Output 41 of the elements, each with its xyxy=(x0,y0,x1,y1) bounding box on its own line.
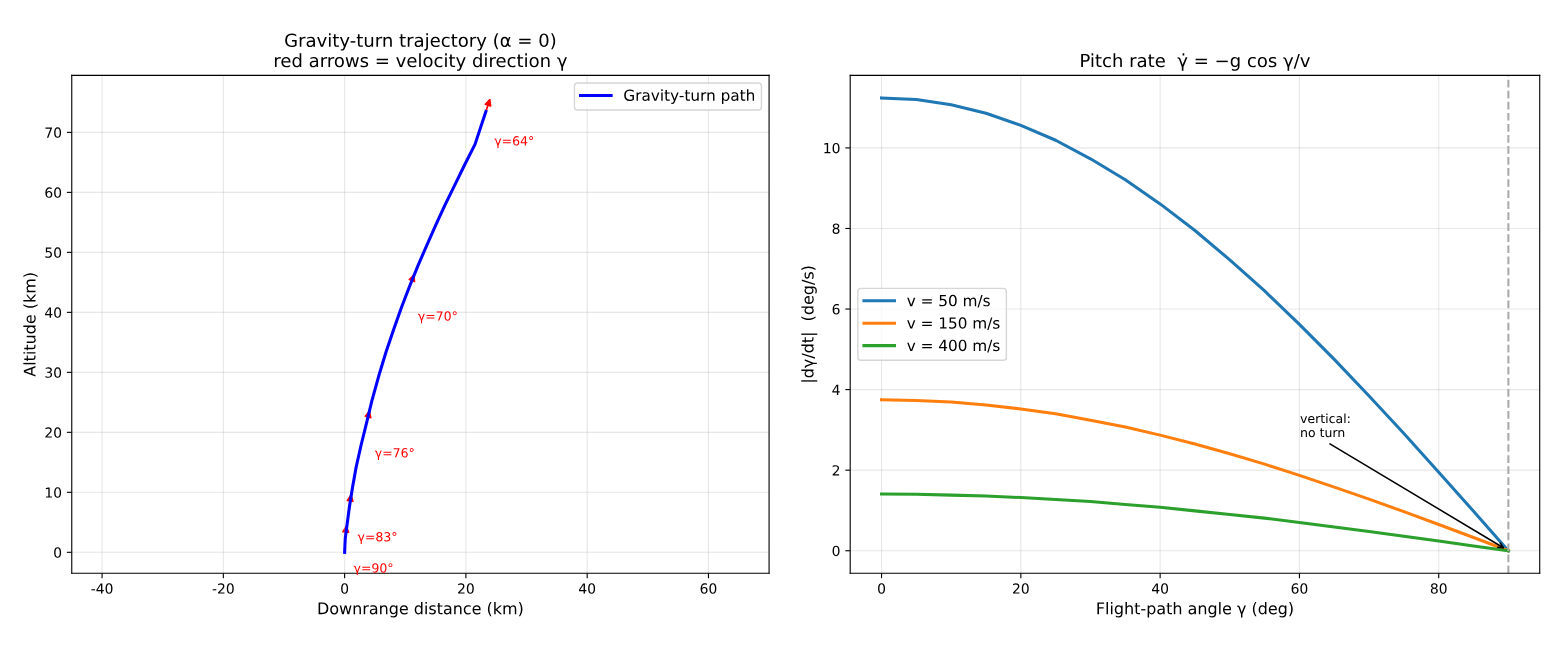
y-tick-label: 4 xyxy=(832,384,840,395)
x-tick-label: 0 xyxy=(878,583,886,594)
y-tick-label: 0 xyxy=(832,545,840,557)
x-axis-title: Downrange distance (km) xyxy=(318,602,523,618)
legend-label: v = 50 m/s xyxy=(907,294,990,308)
y-tick-label: 6 xyxy=(832,304,840,315)
legend-label: v = 150 m/s xyxy=(907,317,1000,330)
x-axis-title: Flight-path angle γ (deg) xyxy=(1097,602,1293,618)
y-tick-label: 60 xyxy=(45,187,62,198)
y-tick-label: 70 xyxy=(45,127,62,138)
chart-title: Pitch rate γ̇ = −g cos γ/v xyxy=(1081,53,1310,71)
y-tick-label: 0 xyxy=(54,547,62,558)
x-tick-label: 60 xyxy=(700,583,717,594)
y-axis-title: Altitude (km) xyxy=(23,273,38,377)
x-tick-label: 40 xyxy=(1151,583,1169,594)
annotation: γ=64° xyxy=(494,136,534,148)
legend-label: v = 400 m/s xyxy=(907,339,1000,353)
annotation: γ=83° xyxy=(357,532,397,544)
annotation: vertical: no turn xyxy=(1300,413,1350,438)
y-tick-label: 10 xyxy=(824,142,840,154)
x-tick-label: 60 xyxy=(1291,583,1308,594)
x-tick-label: 0 xyxy=(341,583,349,594)
annotation: γ=70° xyxy=(418,311,457,324)
y-tick-label: 8 xyxy=(832,223,840,234)
y-tick-label: 2 xyxy=(832,465,840,476)
x-tick-label: -20 xyxy=(212,583,234,594)
y-tick-label: 40 xyxy=(45,307,62,318)
y-tick-label: 10 xyxy=(45,487,62,498)
x-tick-label: 80 xyxy=(1430,583,1447,594)
y-axis-title: |dγ/dt| (deg/s) xyxy=(801,266,818,382)
annotation: γ=76° xyxy=(374,448,414,460)
annotation: γ=90° xyxy=(353,563,393,576)
y-tick-label: 20 xyxy=(45,427,62,438)
x-tick-label: -40 xyxy=(91,583,113,594)
y-tick-label: 30 xyxy=(45,367,62,378)
x-tick-label: 40 xyxy=(579,583,596,594)
x-tick-label: 20 xyxy=(458,583,474,594)
chart-title: Gravity-turn trajectory (α = 0) red arrows = velocity direction γ xyxy=(274,33,567,71)
legend-label: Gravity-turn path xyxy=(624,89,755,104)
y-tick-label: 50 xyxy=(45,247,62,258)
x-tick-label: 20 xyxy=(1013,583,1029,594)
